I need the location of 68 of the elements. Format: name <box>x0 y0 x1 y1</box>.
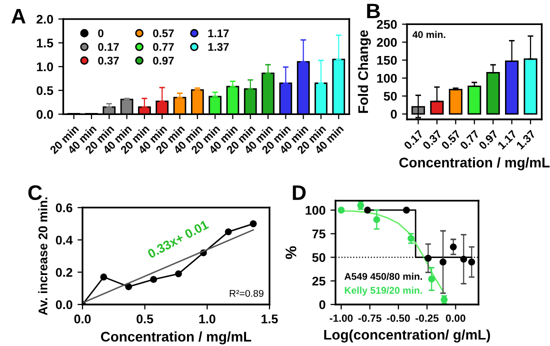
point <box>224 228 232 236</box>
x-tick-label: 0.00 <box>446 314 466 322</box>
point <box>364 206 372 214</box>
x-axis-title: Concentration / mg/mL <box>399 157 550 170</box>
y-axis-title: Fold Change <box>358 30 371 113</box>
point <box>428 276 436 282</box>
x-axis-title: Log(concentration/ g/mL) <box>324 329 490 342</box>
y-tick-label: 100 <box>306 206 326 215</box>
point <box>468 258 476 266</box>
legend-label: 0.17 <box>98 43 119 51</box>
legend-label: 1.37 <box>208 43 229 51</box>
x-axis-title: Concentration / mg/mL <box>100 331 252 344</box>
y-tick-label: 0.6 <box>56 203 72 212</box>
legend-label: 0.77 <box>153 43 174 51</box>
y-tick-label: 0.0 <box>56 300 72 310</box>
y-tick-label: 1.5 <box>36 38 54 48</box>
bar <box>448 88 462 115</box>
y-tick-label: 75 <box>312 230 326 238</box>
y-tick-label: 0.2 <box>56 268 72 277</box>
point <box>424 254 432 262</box>
point <box>150 276 158 283</box>
y-tick-label: 0.0 <box>36 110 54 119</box>
point <box>402 206 410 214</box>
y-tick-label: 50 <box>312 253 326 262</box>
x-tick-label: -0.50 <box>386 314 410 322</box>
y-tick-label: 25 <box>312 276 326 286</box>
point <box>373 216 380 224</box>
x-tick-label: 0.5 <box>136 314 154 324</box>
y-tick-label: 200 <box>376 38 397 47</box>
x-tick-label: 1.5 <box>262 314 278 324</box>
y-tick-label: 0 <box>319 300 326 310</box>
x-tick-label: 1.0 <box>199 314 216 324</box>
legend-label: 0 <box>98 29 104 38</box>
annotation: 40 min. <box>412 30 446 38</box>
point <box>450 243 457 250</box>
x-tick-label: -1.00 <box>330 314 353 322</box>
legend-label: 0.97 <box>153 56 174 65</box>
point <box>408 234 414 242</box>
y-tick-label: 2.0 <box>36 14 54 24</box>
annotation: R²=0.89 <box>230 290 264 297</box>
point <box>125 283 132 290</box>
legend-label: 0.57 <box>153 29 174 38</box>
x-tick-label: -0.25 <box>416 314 439 322</box>
y-tick-label: 0.4 <box>56 236 73 245</box>
point <box>460 256 468 263</box>
legend-label: 1.17 <box>208 29 229 38</box>
point <box>338 206 345 214</box>
legend-label: 0.37 <box>98 56 119 65</box>
y-axis-title: % <box>286 246 296 259</box>
point <box>100 274 108 281</box>
chart-title: A <box>12 9 26 24</box>
series-label: Kelly 519/20 min. <box>344 286 422 296</box>
y-tick-label: 150 <box>377 56 397 65</box>
x-tick-label: -0.75 <box>358 314 382 322</box>
y-tick-label: 0.5 <box>36 86 54 96</box>
y-tick-label: 50 <box>384 92 397 101</box>
x-tick-label: 0.0 <box>74 314 91 324</box>
point <box>440 258 447 266</box>
bar <box>468 86 482 115</box>
y-tick-label: 100 <box>377 74 397 83</box>
chart-title: D <box>292 185 306 200</box>
series-label: A549 450/80 min. <box>344 272 422 280</box>
point <box>175 270 182 278</box>
y-tick-label: 0 <box>390 110 397 119</box>
y-tick-label: 250 <box>376 20 397 29</box>
chart-title: B <box>367 4 380 18</box>
point <box>250 220 257 228</box>
y-tick-label: 1.0 <box>36 62 54 72</box>
